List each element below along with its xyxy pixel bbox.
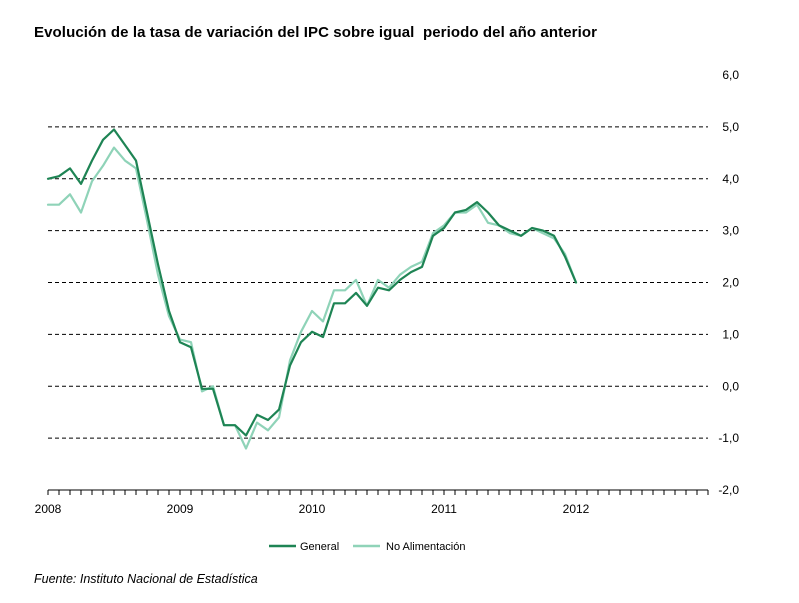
x-tick-label: 2008 [35,502,62,516]
y-tick-label: 4,0 [722,172,739,186]
y-tick-labels: 6,0 5,0 4,0 3,0 2,0 1,0 0,0 -1,0 -2,0 [718,68,739,497]
y-tick-label: -2,0 [718,483,739,497]
legend: General No Alimentación [269,541,466,553]
x-tick-labels: 2008 2009 2010 2011 2012 [35,502,590,516]
y-tick-label: 2,0 [722,276,739,290]
y-tick-label: 0,0 [722,379,739,393]
x-tick-label: 2012 [563,502,590,516]
y-tick-label: 1,0 [722,327,739,341]
x-tick-label: 2010 [299,502,326,516]
y-tick-label: 3,0 [722,224,739,238]
source-note: Fuente: Instituto Nacional de Estadístic… [34,572,258,586]
chart-title: Evolución de la tasa de variación del IP… [34,24,598,41]
x-axis [47,489,709,495]
series-line-no-alimentacion [46,146,578,450]
y-tick-label: 6,0 [722,68,739,82]
x-tick-label: 2011 [431,502,457,516]
legend-label-no-alimentacion: No Alimentación [386,541,466,553]
series-line-general [46,128,578,437]
x-tick-label: 2009 [167,502,194,516]
y-tick-label: 5,0 [722,120,739,134]
series-lines [46,128,578,450]
legend-label-general: General [300,541,339,553]
y-tick-label: -1,0 [718,431,739,445]
